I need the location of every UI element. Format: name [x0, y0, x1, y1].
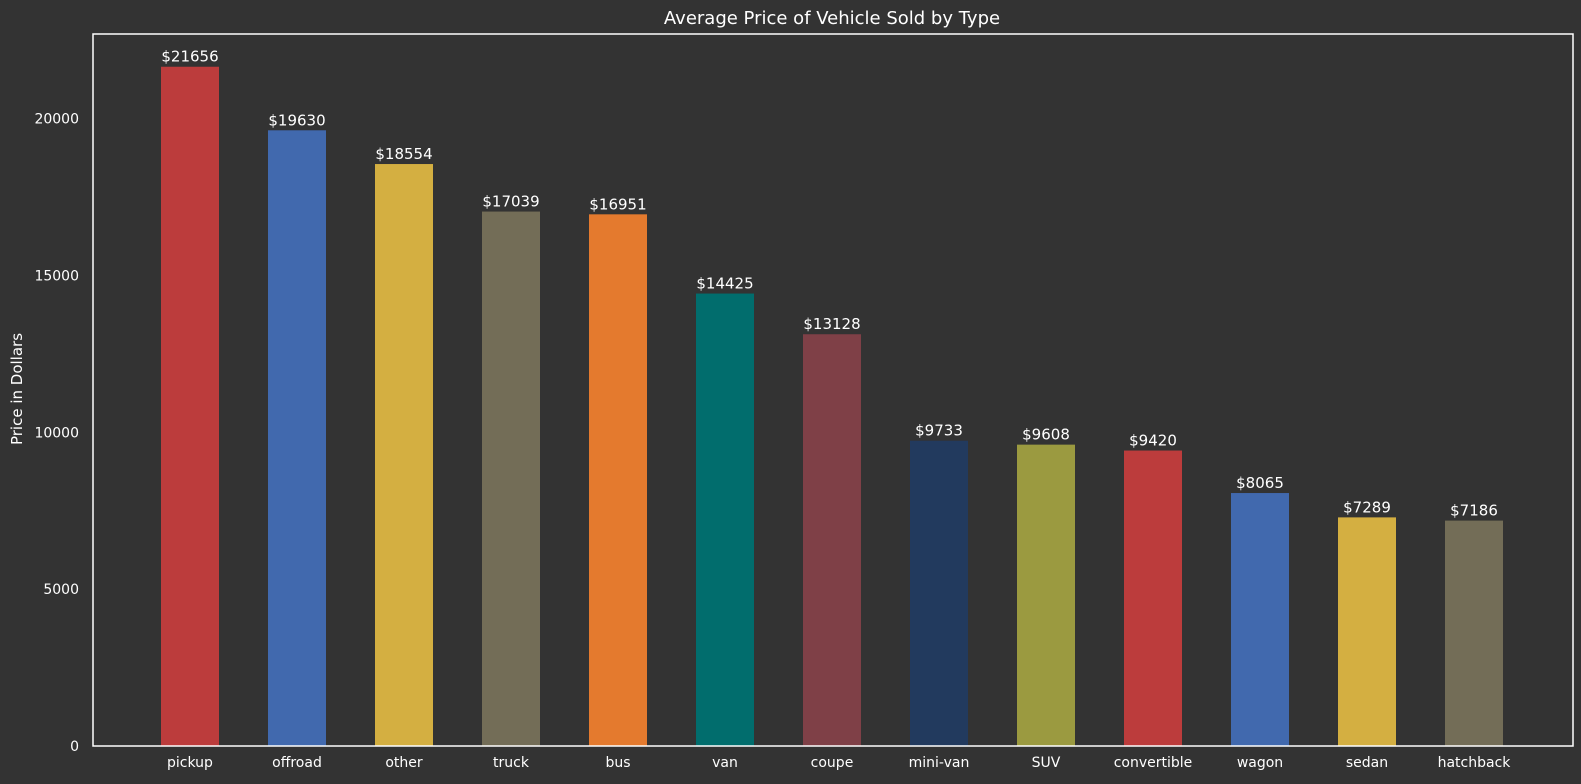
x-axis-tick-labels: pickup offroad other truck bus van coupe mini-v…: [167, 755, 1511, 771]
x-tick-label: other: [385, 755, 423, 771]
x-tick-label: coupe: [811, 755, 854, 771]
bar-value-label: $19630: [268, 111, 325, 129]
bar-value-label: $7186: [1450, 502, 1498, 520]
bar-value-label: $8065: [1236, 474, 1284, 492]
x-tick-label: truck: [493, 755, 530, 771]
y-tick-label: 5000: [43, 582, 79, 598]
y-tick-label: 0: [70, 739, 79, 755]
bars-group: [161, 66, 1503, 747]
bar-suv: [1017, 444, 1075, 746]
bar-value-label: $18554: [375, 145, 432, 163]
x-tick-label: sedan: [1346, 755, 1388, 771]
bar-value-label: $9420: [1129, 432, 1177, 450]
bar-coupe: [803, 334, 861, 746]
bar-value-label: $9733: [915, 422, 963, 440]
bar-truck: [482, 211, 540, 746]
bar-value-label: $9608: [1022, 426, 1070, 444]
bar-other: [375, 164, 433, 746]
bar-pickup: [161, 66, 219, 746]
x-tick-label: offroad: [272, 755, 322, 771]
x-tick-label: wagon: [1237, 755, 1283, 771]
y-tick-label: 15000: [34, 269, 79, 285]
x-tick-label: hatchback: [1438, 755, 1512, 771]
x-tick-label: pickup: [167, 755, 213, 771]
chart-title: Average Price of Vehicle Sold by Type: [664, 8, 1000, 29]
bar-van: [696, 293, 754, 746]
x-tick-label: bus: [605, 755, 630, 771]
bar-value-label: $21656: [161, 48, 218, 66]
bar-convertible: [1124, 450, 1182, 746]
bar-sedan: [1338, 517, 1396, 746]
plot-frame: [92, 33, 1574, 747]
bar-wagon: [1231, 493, 1289, 746]
x-tick-label: SUV: [1032, 755, 1061, 771]
x-tick-label: convertible: [1114, 755, 1193, 771]
x-tick-label: van: [712, 755, 738, 771]
bar-value-label: $17039: [482, 193, 539, 211]
bar-labels-group: $21656 $19630 $18554 $17039 $16951 $14425 $131…: [161, 48, 1497, 520]
bar-value-label: $14425: [696, 275, 753, 293]
y-tick-label: 10000: [34, 425, 79, 441]
bar-offroad: [268, 130, 326, 747]
y-tick-label: 20000: [34, 112, 79, 128]
bar-mini-van: [910, 440, 968, 746]
bar-hatchback: [1445, 520, 1503, 746]
bar-value-label: $16951: [589, 195, 646, 213]
bar-bus: [589, 214, 647, 747]
bar-value-label: $13128: [803, 315, 860, 333]
bar-value-label: $7289: [1343, 498, 1391, 516]
x-tick-label: mini-van: [909, 755, 970, 771]
y-axis-label: Price in Dollars: [8, 333, 26, 445]
y-axis-tick-labels: 0 5000 10000 15000 20000: [34, 112, 79, 755]
